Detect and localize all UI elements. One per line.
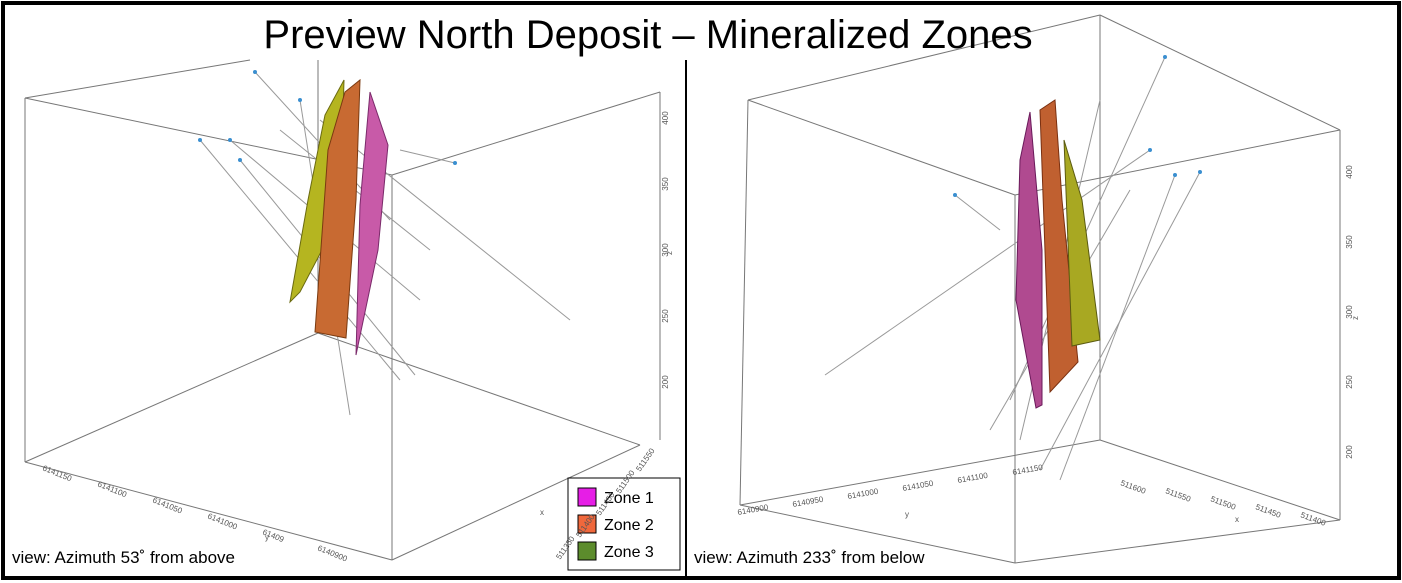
view-caption: view: Azimuth 53˚ from above <box>12 548 235 567</box>
x-axis-label: x <box>540 508 544 517</box>
view-caption: view: Azimuth 233˚ from below <box>694 548 925 567</box>
z-tick-label: 350 <box>1345 235 1354 249</box>
legend-swatch <box>577 541 597 561</box>
legend: Zone 1 Zone 2 Zone 3 <box>577 487 654 561</box>
z-tick-label: 300 <box>661 243 670 257</box>
zone-2-solid <box>1039 99 1079 394</box>
z-tick-label: 250 <box>661 309 670 323</box>
legend-label: Zone 3 <box>604 544 654 561</box>
zone-3-solid <box>1063 139 1101 347</box>
legend-swatch <box>577 514 597 534</box>
z-tick-label: 300 <box>1345 305 1354 319</box>
x-axis-label: x <box>1235 515 1239 524</box>
legend-swatch <box>577 487 597 507</box>
legend-label: Zone 1 <box>604 490 654 507</box>
zone-2-solid <box>314 78 361 339</box>
box-left <box>24 59 661 561</box>
y-axis-label: y <box>905 510 909 519</box>
zones-right <box>1015 99 1101 409</box>
zones-left <box>289 78 389 356</box>
z-tick-label: 400 <box>1345 165 1354 179</box>
z-tick-label: 250 <box>1345 375 1354 389</box>
z-tick-label: 200 <box>1345 445 1354 459</box>
box-right <box>739 14 1341 564</box>
y-axis-label: y <box>265 533 269 542</box>
zone-1-solid <box>1015 111 1043 409</box>
z-axis-label: z <box>665 251 674 255</box>
z-tick-label: 400 <box>661 111 670 125</box>
z-tick-label: 350 <box>661 177 670 191</box>
zone-1-solid <box>355 91 389 356</box>
z-tick-label: 200 <box>661 375 670 389</box>
z-axis-label: z <box>1351 316 1360 320</box>
title: Preview North Deposit – Mineralized Zone… <box>263 13 1032 57</box>
legend-label: Zone 2 <box>604 517 654 534</box>
labels: view: Azimuth 53˚ from above614115061411… <box>12 111 1360 567</box>
